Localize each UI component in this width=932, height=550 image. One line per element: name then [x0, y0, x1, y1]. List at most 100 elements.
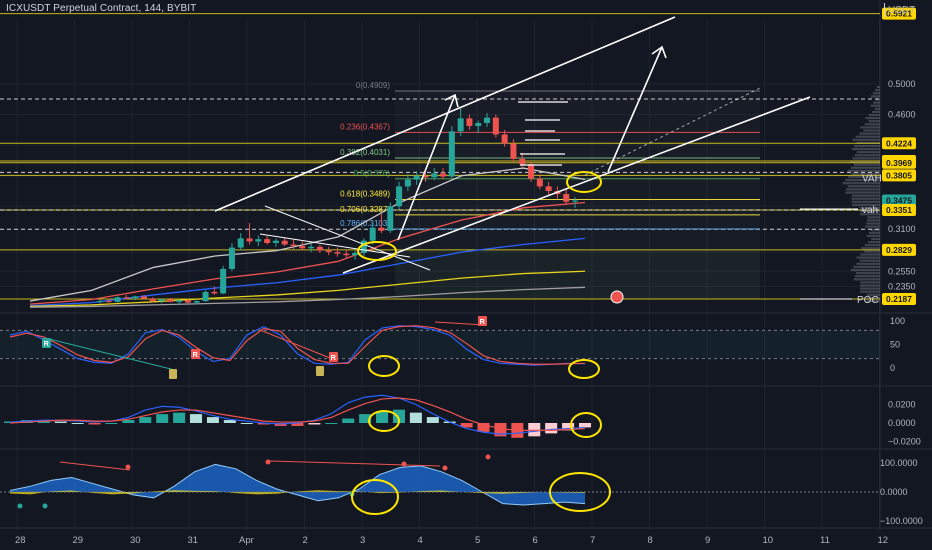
volume-profile-bar	[853, 265, 880, 268]
volume-profile-bar	[871, 237, 880, 241]
price-tag	[882, 243, 916, 256]
volume-profile-bar	[851, 268, 880, 272]
oscillator-dot	[485, 454, 491, 460]
candle-body	[272, 240, 279, 243]
volume-profile-bar	[842, 182, 880, 185]
candle-body	[510, 143, 517, 159]
macd-histogram-bar	[579, 423, 591, 428]
price-tag-label: 0.2187	[886, 294, 912, 304]
candle-body	[184, 300, 191, 303]
volume-profile-bar	[875, 98, 880, 101]
volume-profile-bar	[855, 135, 880, 138]
volume-profile-bar	[866, 222, 880, 225]
oscillator-dot	[125, 464, 131, 470]
fib-level-label: 0.382(0.4031)	[340, 148, 390, 157]
price-tag	[882, 204, 916, 217]
oscillator-dot	[442, 465, 448, 471]
volume-profile-bar	[852, 203, 880, 206]
candle-body	[492, 117, 499, 135]
candle-body	[448, 131, 455, 177]
volume-profile-bar	[860, 126, 880, 129]
candle-body	[299, 246, 306, 249]
channel-upper-line	[214, 16, 676, 212]
oscillator-axis-label: 0.0000	[880, 487, 908, 497]
candle-body	[396, 186, 403, 207]
macd-histogram-bar	[545, 423, 558, 434]
volume-profile-bar	[863, 129, 880, 132]
macd-histogram-bar	[460, 423, 473, 428]
macd-histogram-bar	[376, 411, 389, 423]
price-tag	[882, 293, 916, 305]
volume-profile-bar	[851, 200, 880, 203]
fib-level-label: 0.706(0.3287)	[340, 205, 390, 214]
candle-body	[316, 246, 323, 251]
volume-profile-bar	[860, 284, 880, 287]
currency-label: USDT	[888, 5, 916, 16]
vah-label-lower: vah	[862, 205, 878, 216]
time-axis-label: 11	[820, 535, 830, 546]
price-tag	[882, 156, 916, 169]
macd-histogram-bar	[122, 420, 135, 423]
volume-profile-bar	[847, 185, 880, 188]
volume-profile-bar	[853, 163, 880, 166]
macd-histogram-bar	[477, 423, 490, 432]
candle-body	[132, 296, 139, 299]
price-axis-label: 0.2550	[888, 266, 916, 276]
highlight-ellipse	[368, 355, 400, 377]
volume-profile-bar	[872, 110, 880, 113]
fib-level-label: 0(0.4909)	[356, 81, 391, 90]
alert-icon	[610, 290, 624, 304]
price-tag	[882, 137, 916, 150]
volume-profile-bar	[851, 197, 880, 200]
candle-body	[475, 122, 482, 127]
volume-profile-bar	[876, 86, 880, 89]
macd-axis-label: 0.0000	[888, 418, 916, 428]
volume-profile-bar	[854, 154, 880, 157]
candle-body	[387, 206, 394, 231]
oscillator-divergence	[269, 460, 441, 467]
price-axis-label: 0.3100	[888, 224, 916, 234]
candle-body	[255, 239, 262, 242]
candle-body	[114, 297, 121, 302]
stoch-line	[9, 325, 586, 365]
oscillator-dot	[17, 503, 23, 509]
price-tag	[882, 169, 916, 182]
volume-profile-bar	[873, 101, 880, 104]
volume-profile-bar	[848, 175, 880, 179]
time-axis-label: 9	[705, 535, 710, 546]
signal-marker-label: R	[44, 339, 50, 348]
candle-body	[528, 164, 535, 179]
volume-profile-bar	[864, 123, 880, 126]
highlight-ellipse	[357, 241, 397, 261]
candle-body	[158, 299, 165, 302]
bull-arrow-1	[397, 94, 456, 241]
divergence-line	[259, 329, 336, 361]
price-tag-label: 0.3351	[886, 205, 912, 215]
volume-profile-bar	[865, 117, 880, 120]
volume-profile-bar	[868, 113, 880, 117]
candle-body	[457, 118, 464, 132]
highlight-ellipse	[368, 410, 400, 432]
fib-level-label: 0.236(0.4367)	[340, 122, 390, 131]
highlight-ellipse	[351, 479, 399, 515]
candle-body	[360, 240, 367, 253]
volume-profile-bar	[859, 206, 880, 210]
wedge-upper-line	[264, 205, 431, 271]
moving-average-line	[29, 201, 586, 305]
small-marker	[316, 366, 324, 376]
candle-body	[290, 244, 297, 247]
chart-title: ICXUSDT Perpetual Contract, 144, BYBIT	[6, 3, 197, 14]
volume-profile-bar	[859, 210, 880, 213]
volume-profile-bar	[872, 92, 880, 95]
volume-profile-bar	[861, 247, 880, 250]
time-axis-label: 10	[763, 535, 774, 546]
stoch-band	[0, 330, 880, 359]
volume-profile-bar	[856, 272, 880, 275]
macd-histogram-bar	[359, 414, 372, 423]
candle-body	[563, 194, 570, 202]
signal-marker-label: R	[331, 353, 337, 362]
candle-body	[519, 158, 526, 165]
candle-body	[123, 297, 130, 299]
